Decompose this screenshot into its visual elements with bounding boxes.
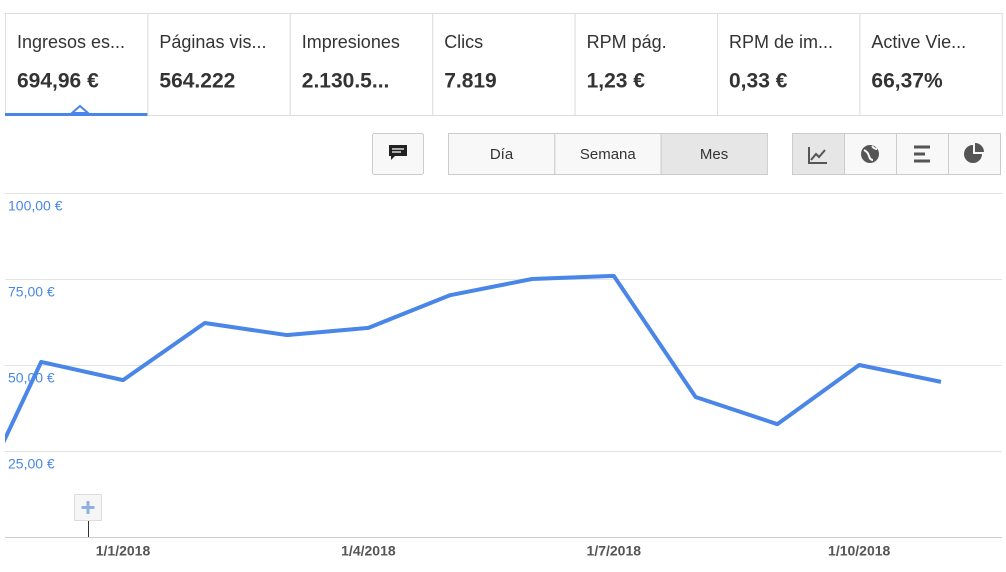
tab-notch <box>69 104 91 114</box>
line-chart-button[interactable] <box>792 133 845 175</box>
period-button[interactable] <box>448 133 556 175</box>
tab-value: 66,37% <box>871 70 943 93</box>
comment-button[interactable] <box>372 133 424 175</box>
tab-box <box>289 13 434 116</box>
tab-value: 694,96 € <box>17 70 99 93</box>
tab-label: Active Vie... <box>871 32 966 52</box>
period-label: Semana <box>580 146 637 163</box>
y-tick-label: 50,00 € <box>8 370 55 386</box>
y-tick-label: 75,00 € <box>8 284 55 300</box>
add-annotation-button[interactable] <box>74 494 102 521</box>
tab-label: RPM pág. <box>587 32 667 52</box>
tab-box <box>5 13 149 116</box>
chart-type-buttons <box>792 133 1001 175</box>
tab-box <box>147 13 291 116</box>
period-button[interactable] <box>660 133 768 175</box>
data-line <box>5 273 942 444</box>
metric-tab[interactable]: RPM de im... 0,33 € <box>717 13 861 116</box>
tab-value: 2.130.5... <box>302 70 390 93</box>
tab-box <box>717 13 861 116</box>
y-tick-label: 25,00 € <box>8 456 55 472</box>
tab-box <box>859 13 1003 116</box>
period-button[interactable] <box>554 133 662 175</box>
tab-box <box>432 13 576 116</box>
tab-label: RPM de im... <box>729 32 833 52</box>
x-tick-label: 1/1/2018 <box>96 543 151 559</box>
period-label: Día <box>490 146 514 163</box>
tab-value: 564.222 <box>159 70 235 93</box>
x-tick-label: 1/10/2018 <box>828 543 890 559</box>
period-label: Mes <box>700 146 728 163</box>
tab-value: 0,33 € <box>729 70 788 93</box>
x-tick-label: 1/7/2018 <box>587 543 642 559</box>
tab-label: Clics <box>444 32 483 52</box>
x-tick-label: 1/4/2018 <box>341 543 396 559</box>
metric-tab[interactable]: Ingresos es... 694,96 € <box>5 13 149 117</box>
y-tick-label: 100,00 € <box>8 198 63 214</box>
tab-value: 7.819 <box>444 70 497 93</box>
metric-tab[interactable]: RPM pág. 1,23 € <box>574 13 718 116</box>
metric-tab[interactable]: Clics 7.819 <box>432 13 576 116</box>
metric-tab[interactable]: Páginas vis... 564.222 <box>147 13 291 116</box>
tab-label: Ingresos es... <box>17 32 125 52</box>
metric-tab[interactable]: Impresiones 2.130.5... <box>289 13 434 116</box>
tab-label: Páginas vis... <box>159 32 266 52</box>
metric-tab[interactable]: Active Vie... 66,37% <box>859 13 1003 116</box>
tab-selected-underline <box>5 113 148 116</box>
tab-value: 1,23 € <box>587 70 646 93</box>
tab-label: Impresiones <box>302 32 400 52</box>
tab-box <box>574 13 718 116</box>
